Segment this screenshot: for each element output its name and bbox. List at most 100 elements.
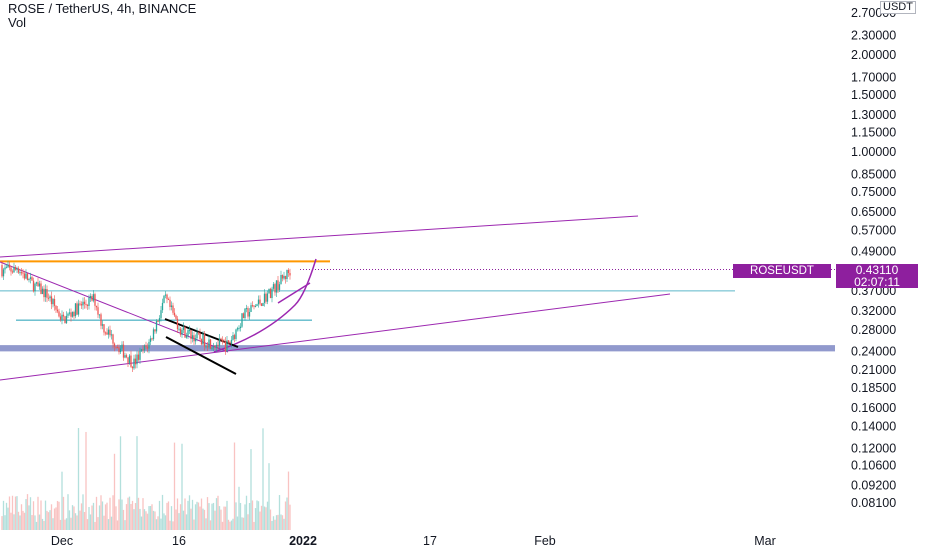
- volume-bar: [40, 500, 42, 530]
- candle: [215, 344, 218, 348]
- volume-bar: [106, 502, 108, 530]
- volume-bar: [88, 506, 90, 530]
- candle: [209, 339, 212, 349]
- candle: [245, 308, 248, 310]
- volume-bar: [91, 505, 93, 530]
- candle: [71, 311, 74, 317]
- candle: [155, 321, 158, 332]
- candle: [53, 298, 56, 306]
- volume-bar: [34, 515, 36, 530]
- volume-bar: [43, 520, 45, 530]
- price-tick-label: 0.18500: [851, 381, 896, 395]
- volume-bar: [55, 507, 57, 530]
- candle: [200, 339, 203, 345]
- volume-bar: [181, 443, 183, 530]
- candle: [17, 268, 20, 273]
- candle: [199, 333, 201, 340]
- candle: [208, 339, 210, 348]
- volume-bar: [178, 513, 180, 530]
- volume-bar: [98, 505, 101, 530]
- volume-bar: [65, 518, 68, 530]
- candle: [157, 321, 159, 323]
- candle: [244, 308, 246, 319]
- volume-bar: [62, 496, 65, 530]
- candle: [31, 277, 33, 281]
- candle: [40, 283, 42, 295]
- price-tick-label: 0.75000: [851, 185, 896, 199]
- volume-bar: [31, 515, 33, 530]
- candle: [254, 305, 257, 307]
- candle: [38, 283, 41, 287]
- candle: [13, 267, 15, 273]
- candle: [280, 275, 282, 285]
- volume-bar: [56, 500, 59, 530]
- volume-bar: [25, 499, 27, 530]
- volume-bar: [281, 515, 284, 530]
- candle: [173, 312, 176, 316]
- candle: [88, 297, 90, 306]
- volume-bar: [38, 514, 41, 530]
- price-tick-label: 0.65000: [851, 205, 896, 219]
- volume-bar: [200, 498, 203, 530]
- channel-lower: [165, 336, 237, 375]
- volume-bar: [254, 508, 257, 530]
- candle: [131, 366, 134, 369]
- candle: [106, 332, 108, 335]
- candle: [137, 354, 140, 360]
- price-tick-label: 0.09200: [851, 478, 896, 492]
- volume-bar: [32, 501, 35, 530]
- candle: [116, 347, 119, 349]
- time-tick-label: 2022: [289, 534, 317, 548]
- volume-bar: [37, 496, 39, 530]
- candle: [190, 330, 192, 339]
- candle: [175, 315, 177, 319]
- candle: [49, 296, 51, 299]
- volume-bar: [244, 504, 246, 530]
- price-tick-label: 0.85000: [851, 168, 896, 182]
- time-tick-label: Mar: [754, 534, 776, 548]
- volume-bar: [217, 495, 219, 530]
- volume-bar: [160, 518, 162, 530]
- candle: [68, 312, 71, 314]
- candle: [145, 345, 147, 347]
- volume-bar: [7, 507, 9, 530]
- volume-bar: [151, 504, 153, 530]
- volume-bar: [89, 514, 92, 530]
- currency-unit: USDT: [880, 1, 916, 14]
- volume-bar: [242, 517, 245, 530]
- volume-bar: [172, 521, 174, 530]
- price-tick-label: 1.30000: [851, 108, 896, 122]
- volume-bar: [73, 506, 75, 530]
- volume-bar: [112, 495, 114, 530]
- candle: [250, 305, 252, 313]
- candle: [217, 344, 219, 346]
- volume-bar: [155, 519, 158, 530]
- price-tick-label: 0.49000: [851, 245, 896, 259]
- candle: [197, 332, 200, 334]
- candle: [142, 349, 144, 351]
- volume-bar: [193, 519, 195, 530]
- volume-bar: [188, 495, 191, 530]
- volume-bar: [152, 510, 155, 530]
- volume-bar: [187, 500, 189, 530]
- candle: [233, 335, 236, 339]
- candle: [149, 338, 152, 342]
- candle: [214, 346, 216, 348]
- price-tick-label: 2.30000: [851, 28, 896, 42]
- volume-bar: [199, 506, 201, 530]
- volume-bar: [29, 497, 32, 530]
- volume-bar: [50, 504, 53, 530]
- candle: [236, 328, 239, 330]
- volume-bar: [101, 501, 104, 530]
- volume-bar: [232, 518, 234, 530]
- volume-bar: [221, 521, 224, 530]
- chart-title: ROSE / TetherUS, 4h, BINANCE: [8, 1, 197, 16]
- candle: [227, 340, 230, 343]
- candle: [119, 348, 122, 353]
- volume-bar: [197, 502, 200, 530]
- candle: [112, 334, 114, 344]
- volume-bar: [121, 499, 123, 530]
- volume-bar: [287, 471, 290, 530]
- volume-bar: [2, 500, 5, 530]
